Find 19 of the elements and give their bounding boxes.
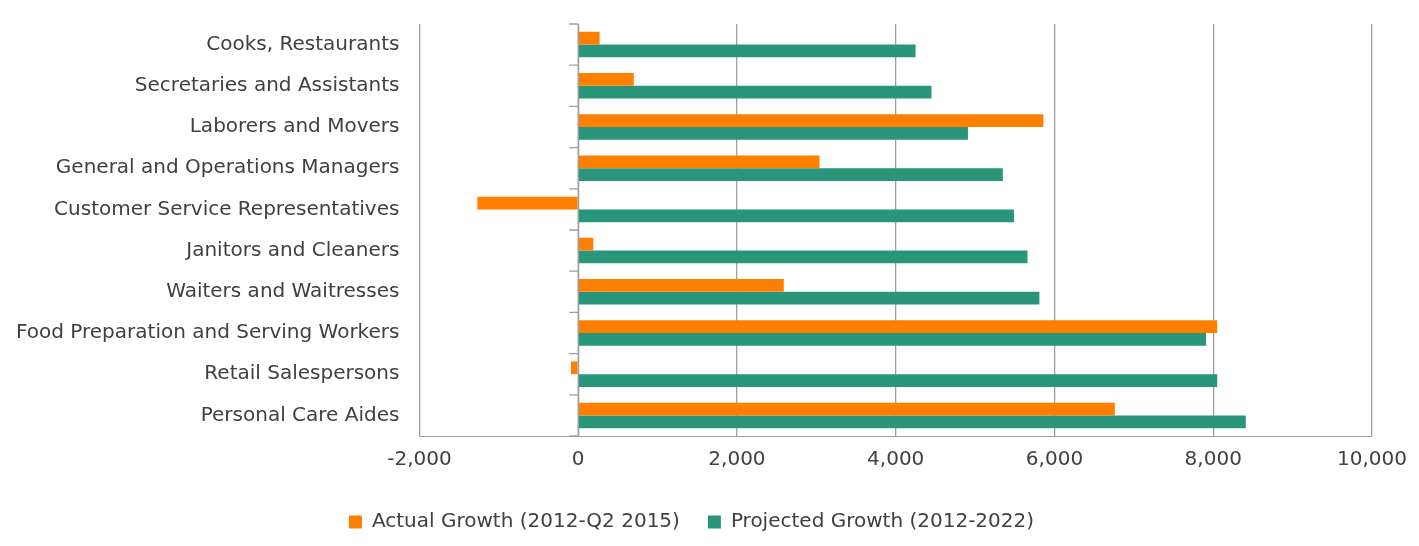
legend-label: Projected Growth (2012-2022) xyxy=(730,508,1035,533)
x-tick-label: 0 xyxy=(571,446,585,471)
y-tick-label: Retail Salespersons xyxy=(204,360,400,385)
y-tick-label: Food Preparation and Serving Workers xyxy=(16,319,400,344)
x-tick-label: 6,000 xyxy=(1025,446,1084,471)
x-tick-label: 2,000 xyxy=(708,446,766,471)
x-tick-label: 4,000 xyxy=(867,446,925,471)
x-tick-label: 8,000 xyxy=(1184,446,1242,471)
legend-label: Actual Growth (2012-Q2 2015) xyxy=(371,508,680,533)
y-tick-label: Cooks, Restaurants xyxy=(206,30,400,55)
y-tick-label: Laborers and Movers xyxy=(189,113,400,138)
y-tick-label: General and Operations Managers xyxy=(55,154,400,179)
y-tick-label: Customer Service Representatives xyxy=(54,195,400,220)
y-tick-label: Secretaries and Assistants xyxy=(134,72,400,96)
y-tick-label: Personal Care Aides xyxy=(200,401,400,426)
y-tick-label: Waiters and Waitresses xyxy=(166,278,400,302)
x-tick-label: 10,000 xyxy=(1337,446,1407,471)
y-tick-label: Janitors and Cleaners xyxy=(184,236,400,261)
x-tick-label: -2,000 xyxy=(387,446,452,471)
